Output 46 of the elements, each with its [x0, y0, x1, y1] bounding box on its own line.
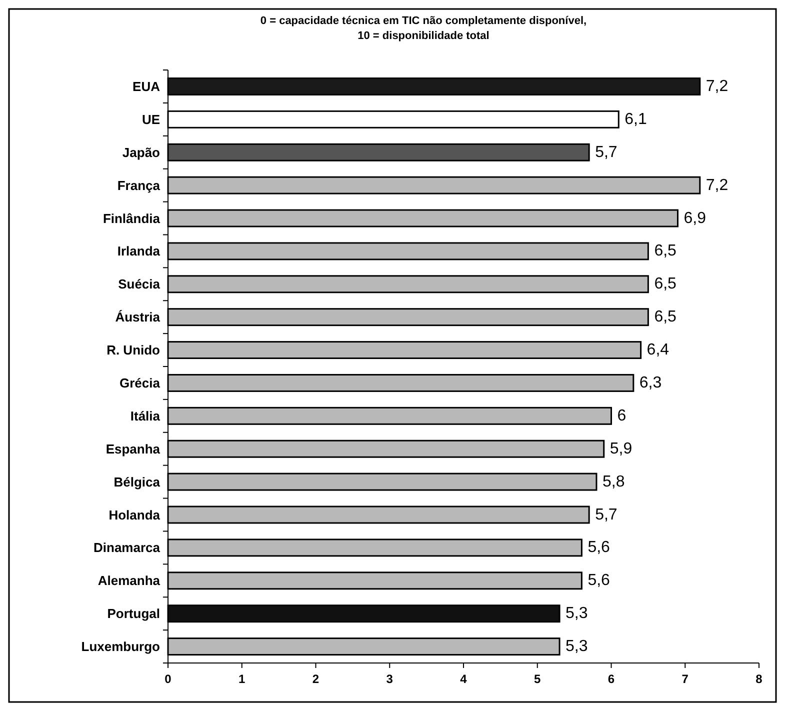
- data-label: 6: [617, 407, 626, 424]
- data-label: 5,7: [595, 506, 618, 524]
- data-label: 5,6: [588, 572, 610, 590]
- data-label: 6,3: [639, 374, 662, 392]
- x-tick-label: 2: [312, 672, 320, 686]
- x-tick-label: 5: [534, 672, 542, 686]
- y-tick-label: EUA: [132, 78, 161, 94]
- data-label: 6,5: [654, 308, 677, 326]
- y-tick-label: Áustria: [115, 310, 161, 325]
- data-label: 5,3: [566, 605, 588, 622]
- chart-title: 0 = capacidade técnica em TIC não completamente disponível, 10 = disponibilidade total: [260, 15, 587, 42]
- x-tick-label: 7: [682, 672, 689, 686]
- data-label: 5,9: [610, 440, 632, 458]
- data-label: 7,2: [706, 176, 728, 194]
- y-tick-label: Luxemburgo: [81, 639, 160, 654]
- data-label: 6,5: [654, 242, 677, 260]
- data-label: 6,1: [624, 110, 647, 128]
- y-tick-label: Grécia: [120, 375, 161, 390]
- x-tick-label: 6: [608, 672, 615, 686]
- y-tick-label: Alemanha: [98, 573, 161, 588]
- y-tick-label: Suécia: [118, 276, 161, 292]
- x-tick-label: 1: [238, 672, 246, 686]
- y-tick-label: Holanda: [108, 507, 161, 522]
- x-tick-label: 0: [164, 672, 172, 686]
- y-tick-label: Itália: [130, 408, 161, 424]
- data-label: 5,3: [566, 638, 588, 656]
- y-tick-label: Finlândia: [102, 210, 161, 226]
- x-tick-label: 3: [386, 672, 394, 686]
- y-tick-label: R. Unido: [106, 342, 160, 358]
- y-tick-label: Irlanda: [117, 244, 161, 259]
- y-tick-label: Portugal: [107, 606, 160, 622]
- y-tick-label: França: [117, 178, 161, 193]
- data-label: 7,2: [706, 78, 728, 95]
- data-label: 5,7: [595, 144, 618, 161]
- y-tick-label: Espanha: [106, 441, 161, 456]
- data-label: 6,9: [684, 210, 706, 227]
- data-label: 5,8: [602, 473, 625, 490]
- data-label: 6,4: [646, 342, 670, 359]
- data-label: 5,6: [588, 539, 610, 556]
- x-tick-label: 4: [460, 672, 468, 686]
- data-label: 6,5: [654, 276, 677, 293]
- y-tick-label: Bélgica: [114, 474, 161, 490]
- y-tick-label: Japão: [122, 144, 160, 160]
- y-tick-label: Dinamarca: [94, 540, 161, 556]
- y-tick-label: UE: [142, 112, 160, 127]
- x-tick-label: 8: [756, 672, 763, 686]
